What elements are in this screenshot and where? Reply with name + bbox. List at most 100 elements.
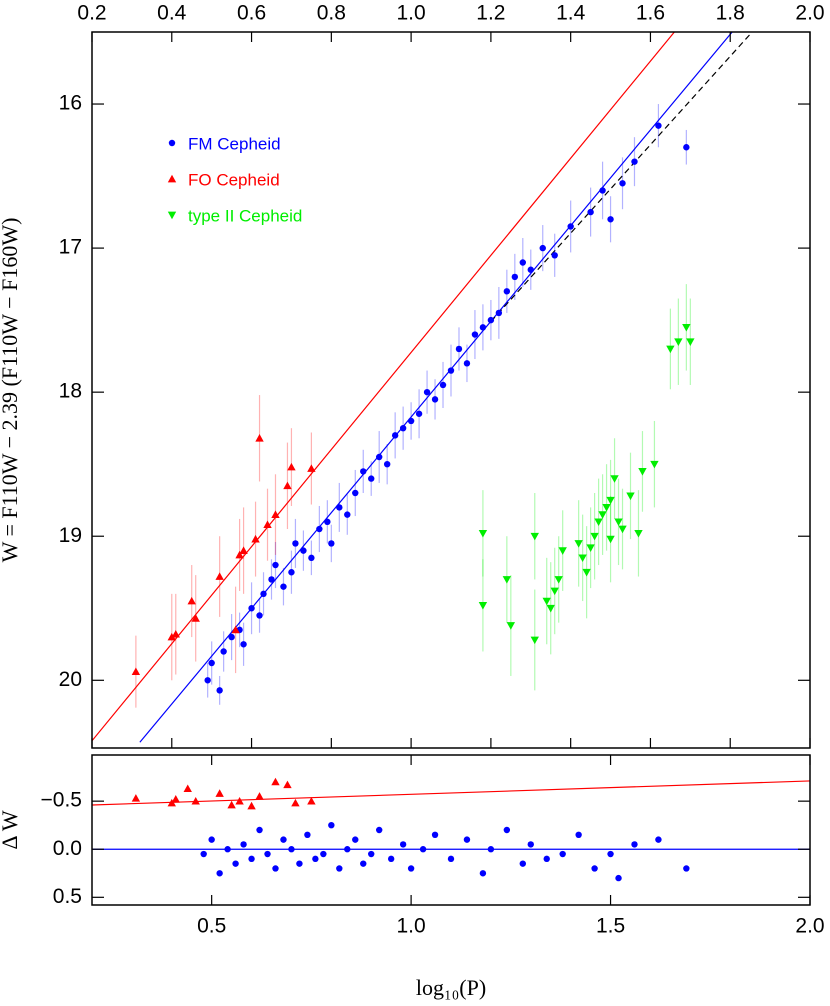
legend-marker [168,139,176,147]
point [283,780,292,789]
point [328,540,335,547]
point [682,323,691,332]
axes-frame [91,31,811,749]
x-tick-label: 1.0 [397,2,426,25]
point [256,826,263,834]
y-tick-label: 18 [59,380,82,403]
point [248,855,255,863]
fit-line [92,32,675,742]
legend-label: FM Cepheid [188,134,281,153]
point [546,604,555,613]
point [131,794,141,802]
point [607,850,614,858]
point [208,836,215,843]
point [419,846,427,853]
point [503,288,511,295]
point [539,244,546,252]
x-tick-label: 0.4 [157,2,187,25]
point [447,367,455,374]
point [471,331,479,338]
point [240,641,247,648]
point [519,259,526,266]
point [187,596,196,605]
point [582,568,591,577]
point [479,870,487,877]
x-tick-label: 1.4 [556,2,586,25]
point [307,464,316,472]
x-tick-label: 0.8 [317,2,346,25]
point [614,518,623,527]
legend-label: type II Cepheid [188,206,302,225]
point [519,860,526,867]
point [527,266,534,273]
x-tick-label: 2.0 [795,915,824,938]
point [255,792,264,800]
point [336,865,343,872]
point [271,777,280,786]
point [240,841,247,848]
point [344,846,351,853]
point [272,561,279,569]
point [312,855,319,863]
point [220,648,227,655]
point [307,796,316,805]
point [683,865,690,872]
point [296,860,303,867]
point [191,796,200,805]
y-axis-label: W = F110W − 2.39 (F110W − F160W) [0,218,22,563]
point [216,687,223,694]
point [131,667,141,676]
point [288,846,295,853]
x-tick-label: 0.2 [77,2,106,25]
point [368,850,375,858]
point [599,187,606,194]
point [247,801,256,810]
point [578,554,587,563]
point [171,795,180,803]
y-axis-label: Δ W [0,810,22,849]
fit-line [139,32,733,743]
point [215,789,224,797]
point [591,865,598,872]
point [607,216,614,223]
point [574,540,583,548]
point [263,520,272,529]
point [543,855,550,863]
point [288,569,295,576]
point [606,496,615,505]
point [316,525,323,533]
y-tick-label: 17 [59,236,82,259]
point [463,836,471,843]
point [626,492,635,501]
fit-line [490,32,753,322]
y-tick-label: −0.5 [41,789,82,812]
point [511,273,519,281]
point [686,338,695,346]
point [615,874,622,882]
point [631,841,638,848]
point [167,632,176,641]
point [232,860,239,867]
x-tick-label: 1.5 [596,915,625,938]
point [619,180,626,187]
point [376,826,383,834]
point [506,622,516,630]
point [502,576,512,584]
y-tick-label: 19 [59,524,82,547]
point [248,605,255,612]
point [360,860,367,867]
point [239,546,248,554]
point [586,544,595,552]
point [527,841,534,848]
y-tick-label: 0.0 [53,837,82,860]
point [183,784,192,793]
point [650,460,659,469]
point [231,625,240,634]
point [478,602,488,610]
point [208,659,215,667]
point [503,826,511,834]
point [268,576,275,583]
point [391,432,399,439]
point [204,677,211,684]
x-tick-label: 0.6 [237,2,266,25]
